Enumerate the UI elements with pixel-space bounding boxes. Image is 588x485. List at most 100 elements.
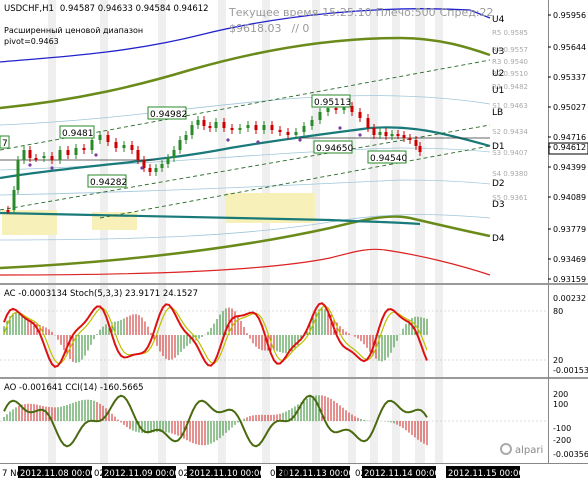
candle-body [190,125,194,135]
ac-title: AC -0.0003134 Stoch(5,3,3) 23.9171 24.15… [4,289,198,299]
price-scale-label: 0.95027 [553,103,586,112]
right-level-label: U2 [492,69,504,79]
inner-level-label: R5 0.9585 [492,29,528,37]
candle-body [122,145,126,148]
candle-body [142,160,146,168]
price-callout: 0.9481 [59,125,95,139]
fractal-marker [338,126,342,130]
price-scale-label: 0.93779 [553,225,586,234]
candle-body [366,118,370,128]
stoch-signal-line [3,305,428,365]
candle-body [82,148,86,150]
price-callout: 0.94540 [367,150,407,164]
time-axis-label: 2012.11.14 00:00 [364,469,440,479]
candle-body [342,106,346,110]
ao-cci-pane[interactable]: AO -0.001641 CCI(14) -160.5665 alpari [0,379,588,463]
candle-body [334,108,338,110]
candle-body [278,130,282,132]
candle-body [178,140,182,150]
right-level-label: D1 [492,142,505,152]
ao-scale-label: -0.00356 [553,450,588,459]
candle-body [160,164,164,168]
candle-body [50,156,54,160]
price-callout: 0.94982 [147,106,187,120]
right-level-label: U4 [492,15,505,25]
fractal-marker [226,138,230,142]
candle-body [318,112,322,120]
candle-body [172,150,176,158]
balance-line: $9618.03// 0 [229,22,309,35]
indicator-name: Расширенный ценовой диапазон [4,26,143,35]
fractal-marker [298,138,302,142]
candle-body [350,106,354,112]
candle-body [154,168,158,172]
fractal-marker [94,153,98,157]
candle-body [230,128,234,130]
d4-line [0,248,491,276]
price-scale-label: 0.94089 [553,193,586,202]
pane-divider[interactable] [0,283,588,285]
alpari-watermark: alpari [500,443,543,456]
candle-body [418,146,422,152]
candle-body [222,122,226,128]
price-candles [6,102,422,214]
ao-title: AO -0.001641 CCI(14) -160.5665 [4,383,144,393]
candle-body [302,126,306,132]
candle-body [16,160,20,190]
ac-scale-label: -0.00153 [553,366,588,375]
svg-text:0.94982: 0.94982 [150,110,187,120]
olive-lower-line [0,215,491,270]
status-line: Текущее время 15:25:10 Плечо:500 Спред:22 [228,6,494,19]
svg-text:alpari: alpari [515,445,543,456]
candle-body [402,135,406,138]
pane-divider-2[interactable] [0,377,588,379]
candle-body [372,128,376,135]
ac-scale-label: 0.00232 [553,294,586,303]
price-scale-label: 0.93469 [553,255,586,264]
candle-body [414,140,418,146]
candle-body [196,120,200,125]
candle-body [12,190,16,210]
lb-line [0,126,491,180]
time-axis-label: 2012.11.10 00:00 [189,469,265,479]
olive-upper-line [0,36,491,110]
inner-level-label: S2 0.9434 [492,128,528,136]
candle-body [208,126,212,128]
candle-body [358,112,362,118]
ac-scale-label: 80 [553,307,563,316]
price-scale-label: 0.93159 [553,275,586,284]
candle-body [148,168,152,172]
inner-level-label: R1 0.9482 [492,83,528,91]
symbol-ohlc-label: USDCHF,H1 0.94587 0.94633 0.94584 0.94612 [4,4,209,14]
fractal-marker [140,166,144,170]
price-callouts: 0.9481 0.94982 0.95113 0.94282 0.94650 0.9454… [0,94,407,188]
price-scale[interactable]: 0.95956 0.95644 0.95337 0.95027 0.947160.946… [548,0,588,463]
price-callout: 0.95113 [311,94,351,108]
candle-body [294,132,298,135]
candle-body [326,108,330,112]
svg-text:0.94282: 0.94282 [90,178,127,188]
fractal-marker [256,140,260,144]
ao-scale-label: 200 [553,390,568,399]
candle-body [184,135,188,140]
ao-scale-label: -100 [553,424,571,433]
candle-body [58,150,62,160]
candle-body [42,156,46,158]
candle-body [22,150,26,160]
fractal-marker [358,133,362,137]
inner-level-label: S4 0.9380 [492,170,528,178]
ac-stoch-pane[interactable]: AC -0.0003134 Stoch(5,3,3) 23.9171 24.15… [0,285,588,377]
price-chart-pane[interactable]: 0.9481 0.94982 0.95113 0.94282 0.94650 0.9454… [0,0,588,283]
candle-body [90,140,94,150]
candle-body [378,132,382,135]
price-callout: 0.94282 [87,174,127,188]
candle-body [114,142,118,148]
price-scale-border [548,0,549,463]
ac-scale-label: 20 [553,356,563,365]
u4-line [0,8,491,63]
svg-text:0.94540: 0.94540 [370,154,407,164]
candle-body [166,158,170,164]
price-scale-label: 0.94399 [553,163,586,172]
candle-body [28,150,32,158]
